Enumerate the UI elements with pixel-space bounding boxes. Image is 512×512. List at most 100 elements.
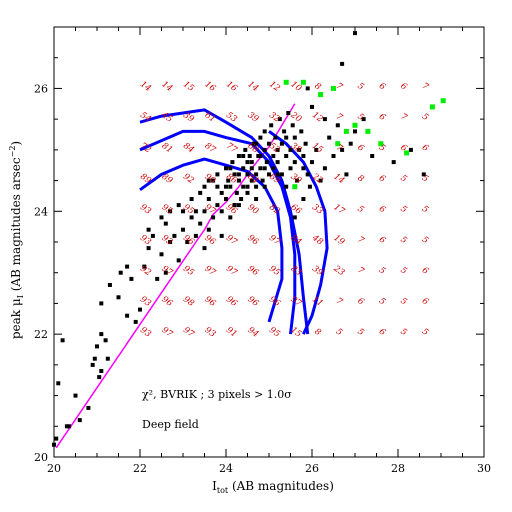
- grid-value-label: 5: [398, 173, 408, 184]
- data-point: [254, 184, 259, 189]
- data-point: [318, 92, 324, 98]
- grid-value-label: 8: [355, 173, 366, 185]
- data-point: [67, 424, 72, 429]
- grid-value-label: 7: [334, 296, 345, 308]
- data-point: [275, 172, 280, 177]
- y-tick-label: 26: [34, 82, 48, 95]
- data-point: [340, 61, 345, 66]
- grid-value-label: 84: [181, 141, 196, 155]
- grid-value-label: 72: [138, 141, 153, 155]
- grid-value-label: 6: [398, 81, 409, 93]
- data-point: [258, 154, 263, 158]
- data-point: [256, 154, 261, 158]
- grid-value-label: 39: [289, 172, 304, 187]
- data-point: [232, 172, 237, 177]
- data-point: [219, 209, 224, 214]
- data-point: [60, 338, 65, 343]
- curve-line-3: [139, 157, 284, 323]
- data-point: [404, 150, 410, 156]
- y-tick-label: 22: [34, 328, 48, 341]
- grid-value-label: 5: [420, 235, 430, 246]
- data-point: [99, 332, 104, 337]
- data-point: [189, 215, 194, 220]
- grid-value-label: 7: [355, 235, 366, 247]
- data-point: [327, 135, 332, 140]
- data-point: [215, 184, 220, 189]
- data-point: [254, 197, 259, 201]
- data-point: [168, 240, 173, 244]
- data-point: [279, 141, 284, 146]
- data-point: [322, 117, 327, 122]
- data-point: [271, 166, 276, 171]
- data-point: [254, 141, 259, 146]
- grid-value-label: 5: [420, 173, 430, 184]
- data-point: [344, 172, 349, 177]
- data-point: [206, 178, 211, 183]
- data-point: [353, 31, 357, 36]
- data-point: [168, 209, 173, 214]
- grid-value-label: 96: [203, 295, 218, 310]
- data-point: [198, 190, 203, 195]
- data-point: [146, 246, 151, 251]
- data-point: [103, 338, 108, 343]
- grid-value-label: 5: [377, 143, 387, 154]
- data-point: [107, 283, 112, 287]
- grid-value-label: 32: [267, 110, 282, 124]
- x-tick-label: 20: [47, 462, 61, 475]
- x-tick-label: 28: [391, 462, 405, 475]
- data-point: [279, 172, 284, 177]
- grid-value-label: 98: [181, 295, 196, 310]
- data-point: [267, 141, 271, 146]
- data-point: [284, 135, 289, 140]
- grid-value-label: 84: [289, 233, 304, 247]
- grid-value-label: 15: [181, 80, 196, 94]
- data-point: [239, 197, 244, 201]
- data-point: [215, 172, 220, 177]
- grid-value-label: 96: [267, 295, 282, 310]
- data-point: [236, 178, 241, 183]
- data-point: [303, 141, 308, 146]
- grid-value-label: 95: [267, 325, 282, 339]
- data-point: [284, 184, 289, 189]
- data-point: [294, 178, 299, 183]
- data-point: [176, 203, 181, 208]
- data-point: [176, 258, 181, 263]
- grid-value-label: 5: [355, 204, 365, 215]
- grid-value-label: 92: [181, 172, 196, 186]
- data-point: [245, 184, 250, 189]
- data-point: [267, 172, 271, 177]
- grid-value-label: 7: [334, 112, 345, 124]
- data-point: [77, 418, 82, 423]
- grid-value-label: 97: [203, 264, 218, 279]
- grid-value-label: 17: [332, 202, 347, 217]
- data-point: [228, 166, 233, 171]
- data-point: [249, 160, 254, 165]
- data-point: [307, 184, 312, 189]
- grid-value-label: 95: [181, 264, 196, 278]
- data-point: [99, 369, 104, 373]
- data-point: [181, 227, 185, 232]
- grid-value-label: 6: [377, 112, 388, 124]
- grid-value-label: 93: [138, 202, 153, 216]
- x-tick-label: 24: [219, 462, 233, 475]
- grid-value-label: 45: [159, 110, 174, 125]
- grid-value-label: 38: [289, 141, 304, 156]
- data-point: [249, 178, 254, 183]
- grid-value-label: 19: [332, 233, 347, 248]
- curve-line-1: [139, 108, 310, 335]
- data-point: [292, 135, 297, 140]
- annotation-chi2: χ², BVRIK ; 3 pixels > 1.0σ: [142, 388, 292, 401]
- data-point: [282, 129, 287, 134]
- data-point: [241, 154, 246, 158]
- data-point: [159, 252, 164, 257]
- data-point: [226, 178, 231, 183]
- data-point: [133, 319, 138, 324]
- data-point: [215, 203, 220, 208]
- grid-value-label: 6: [398, 143, 409, 155]
- data-point: [92, 356, 97, 361]
- data-point: [260, 178, 265, 183]
- grid-value-label: 97: [224, 233, 239, 248]
- grid-value-label: 5: [398, 265, 408, 276]
- grid-value-label: 5: [377, 265, 387, 276]
